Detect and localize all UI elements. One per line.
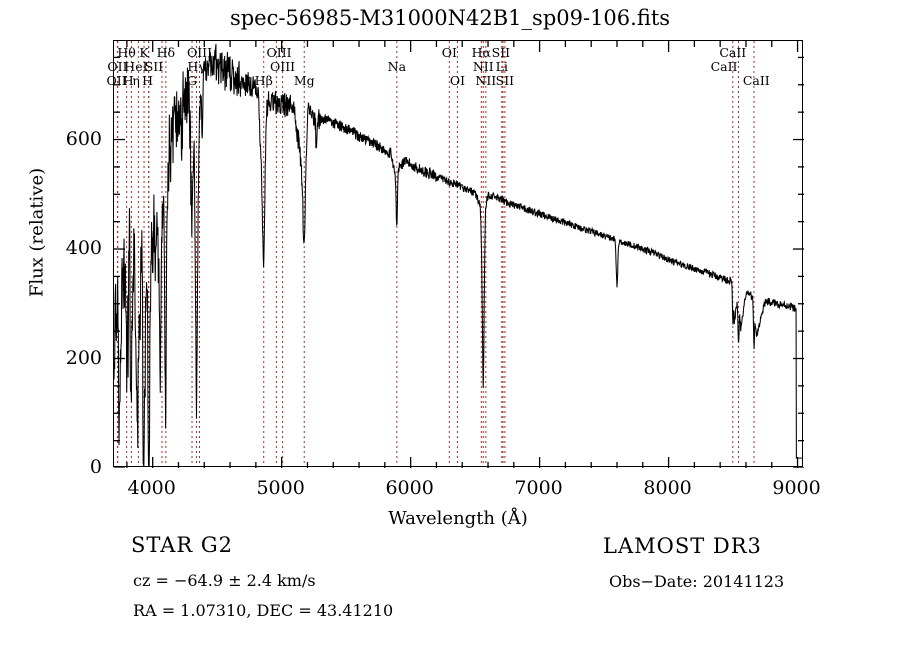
spectral-line-label: Hθ (117, 45, 136, 60)
spectral-line-label: CaII (710, 59, 738, 74)
spectral-line-label: NII (475, 73, 497, 88)
y-tick-label: 600 (65, 127, 102, 150)
spectral-line-label: Hα (471, 45, 491, 60)
spectral-line-label: Li (495, 59, 508, 74)
object-class-label: STAR G2 (131, 533, 234, 557)
y-axis-title: Flux (relative) (26, 167, 48, 298)
x-tick-label: 5000 (256, 477, 305, 499)
x-tick-label: 7000 (514, 477, 563, 499)
spectral-line-label: SII (144, 59, 164, 74)
spectral-line-label: SII (495, 73, 515, 88)
spectral-line-label: OIII (266, 45, 292, 60)
x-tick-label: 8000 (643, 477, 692, 499)
y-tick-label: 200 (65, 346, 102, 369)
x-tick-label: 6000 (385, 477, 434, 499)
spectral-line-label: OII (107, 59, 128, 74)
plot-canvas (114, 41, 802, 466)
spectral-line-label: H (122, 73, 134, 88)
spectral-line-label: CaII (742, 73, 770, 88)
spectral-line-label: Na (387, 59, 407, 74)
x-axis-title: Wavelength (Å) (388, 508, 528, 529)
x-tick-label: 9000 (772, 477, 821, 499)
spectral-line-label: OI (441, 45, 457, 60)
spectral-line-label: Mg (293, 73, 315, 88)
obs-date-label: Obs−Date: 20141123 (609, 572, 785, 591)
spectral-line-label: SII (491, 45, 511, 60)
page-title: spec-56985-M31000N42B1_sp09-106.fits (229, 6, 671, 30)
spectral-line-label: K (139, 45, 149, 60)
spectral-line-label: Hβ (254, 73, 273, 88)
coordinates-label: RA = 1.07310, DEC = 43.41210 (133, 601, 394, 620)
spectral-line-label: OI (449, 73, 466, 88)
spectral-line-markers (116, 41, 755, 466)
y-tick-label: 0 (89, 456, 102, 478)
spectral-line-label: CaII (719, 45, 747, 60)
spectral-line-label: Hδ (156, 45, 176, 60)
axis-ticks (114, 41, 804, 468)
y-tick-label: 400 (65, 237, 102, 260)
redshift-velocity-label: cz = −64.9 ± 2.4 km/s (133, 571, 316, 590)
spectral-line-label: OIII (186, 45, 213, 60)
spectral-line-label: OII (106, 73, 127, 88)
x-tick-label: 4000 (127, 477, 176, 499)
spectral-line-label: H (142, 73, 153, 88)
spectral-line-label: NII (472, 59, 494, 74)
spectral-line-label: G (187, 73, 198, 88)
spectral-line-label: Hγ (187, 59, 206, 74)
spectral-line-label: HeI (124, 59, 148, 74)
spectral-line-label: η (132, 73, 140, 88)
spectrum-trace (114, 44, 802, 466)
survey-label: LAMOST DR3 (603, 534, 762, 558)
spectral-line-label: OIII (270, 59, 296, 74)
spectrum-curve (114, 44, 802, 466)
